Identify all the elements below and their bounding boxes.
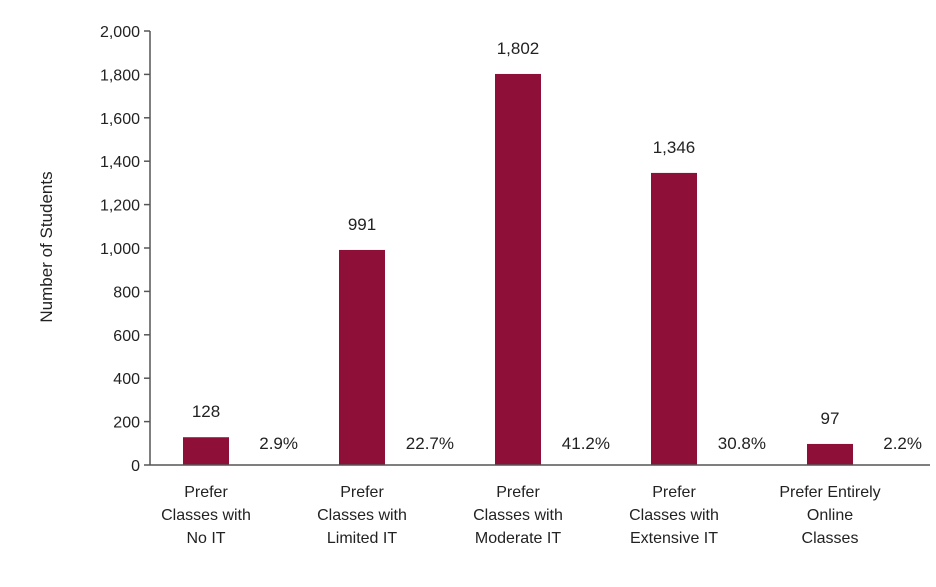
y-tick-label: 200 xyxy=(113,415,140,432)
bar xyxy=(807,443,853,465)
category-label: Prefer Classes with Moderate IT xyxy=(473,484,563,547)
bars: 128 2.9% 991 22.7% 1,802 41.2% 1,346 30.8% 97 2.2… xyxy=(183,39,922,465)
y-tick-label: 1,800 xyxy=(100,67,140,84)
bar-percent-label: 41.2% xyxy=(562,434,610,453)
bar-value-label: 128 xyxy=(192,402,220,421)
y-tick-label: 1,200 xyxy=(100,198,140,215)
y-axis-title: Number of Students xyxy=(37,171,56,322)
category-label: Prefer Entirely Online Classes xyxy=(779,484,880,547)
bar xyxy=(651,172,697,465)
category-labels: Prefer Classes with No IT Prefer Classes wit… xyxy=(161,484,881,547)
bar-percent-label: 2.2% xyxy=(883,434,922,453)
bar-value-label: 1,802 xyxy=(497,39,540,58)
y-tick-label: 1,000 xyxy=(100,241,140,258)
bar xyxy=(339,249,385,465)
y-axis-ticks: 0 200 400 600 800 1,000 1,200 1,400 1,600 1,800 2,… xyxy=(100,24,150,475)
y-tick-label: 1,400 xyxy=(100,154,140,171)
bar-percent-label: 22.7% xyxy=(406,434,454,453)
y-tick-label: 800 xyxy=(113,284,140,301)
y-tick-label: 0 xyxy=(131,458,140,475)
bar xyxy=(183,437,229,465)
category-label: Prefer Classes with Extensive IT xyxy=(629,484,719,547)
y-tick-label: 600 xyxy=(113,328,140,345)
bar-percent-label: 30.8% xyxy=(718,434,766,453)
bar-value-label: 97 xyxy=(821,409,840,428)
y-tick-label: 400 xyxy=(113,371,140,388)
bar-percent-label: 2.9% xyxy=(259,434,298,453)
y-tick-label: 2,000 xyxy=(100,24,140,41)
axes xyxy=(149,31,930,466)
bar xyxy=(495,73,541,465)
category-label: Prefer Classes with Limited IT xyxy=(317,484,407,547)
y-tick-label: 1,600 xyxy=(100,111,140,128)
bar-value-label: 1,346 xyxy=(653,138,696,157)
bar-value-label: 991 xyxy=(348,215,376,234)
category-label: Prefer Classes with No IT xyxy=(161,484,251,547)
